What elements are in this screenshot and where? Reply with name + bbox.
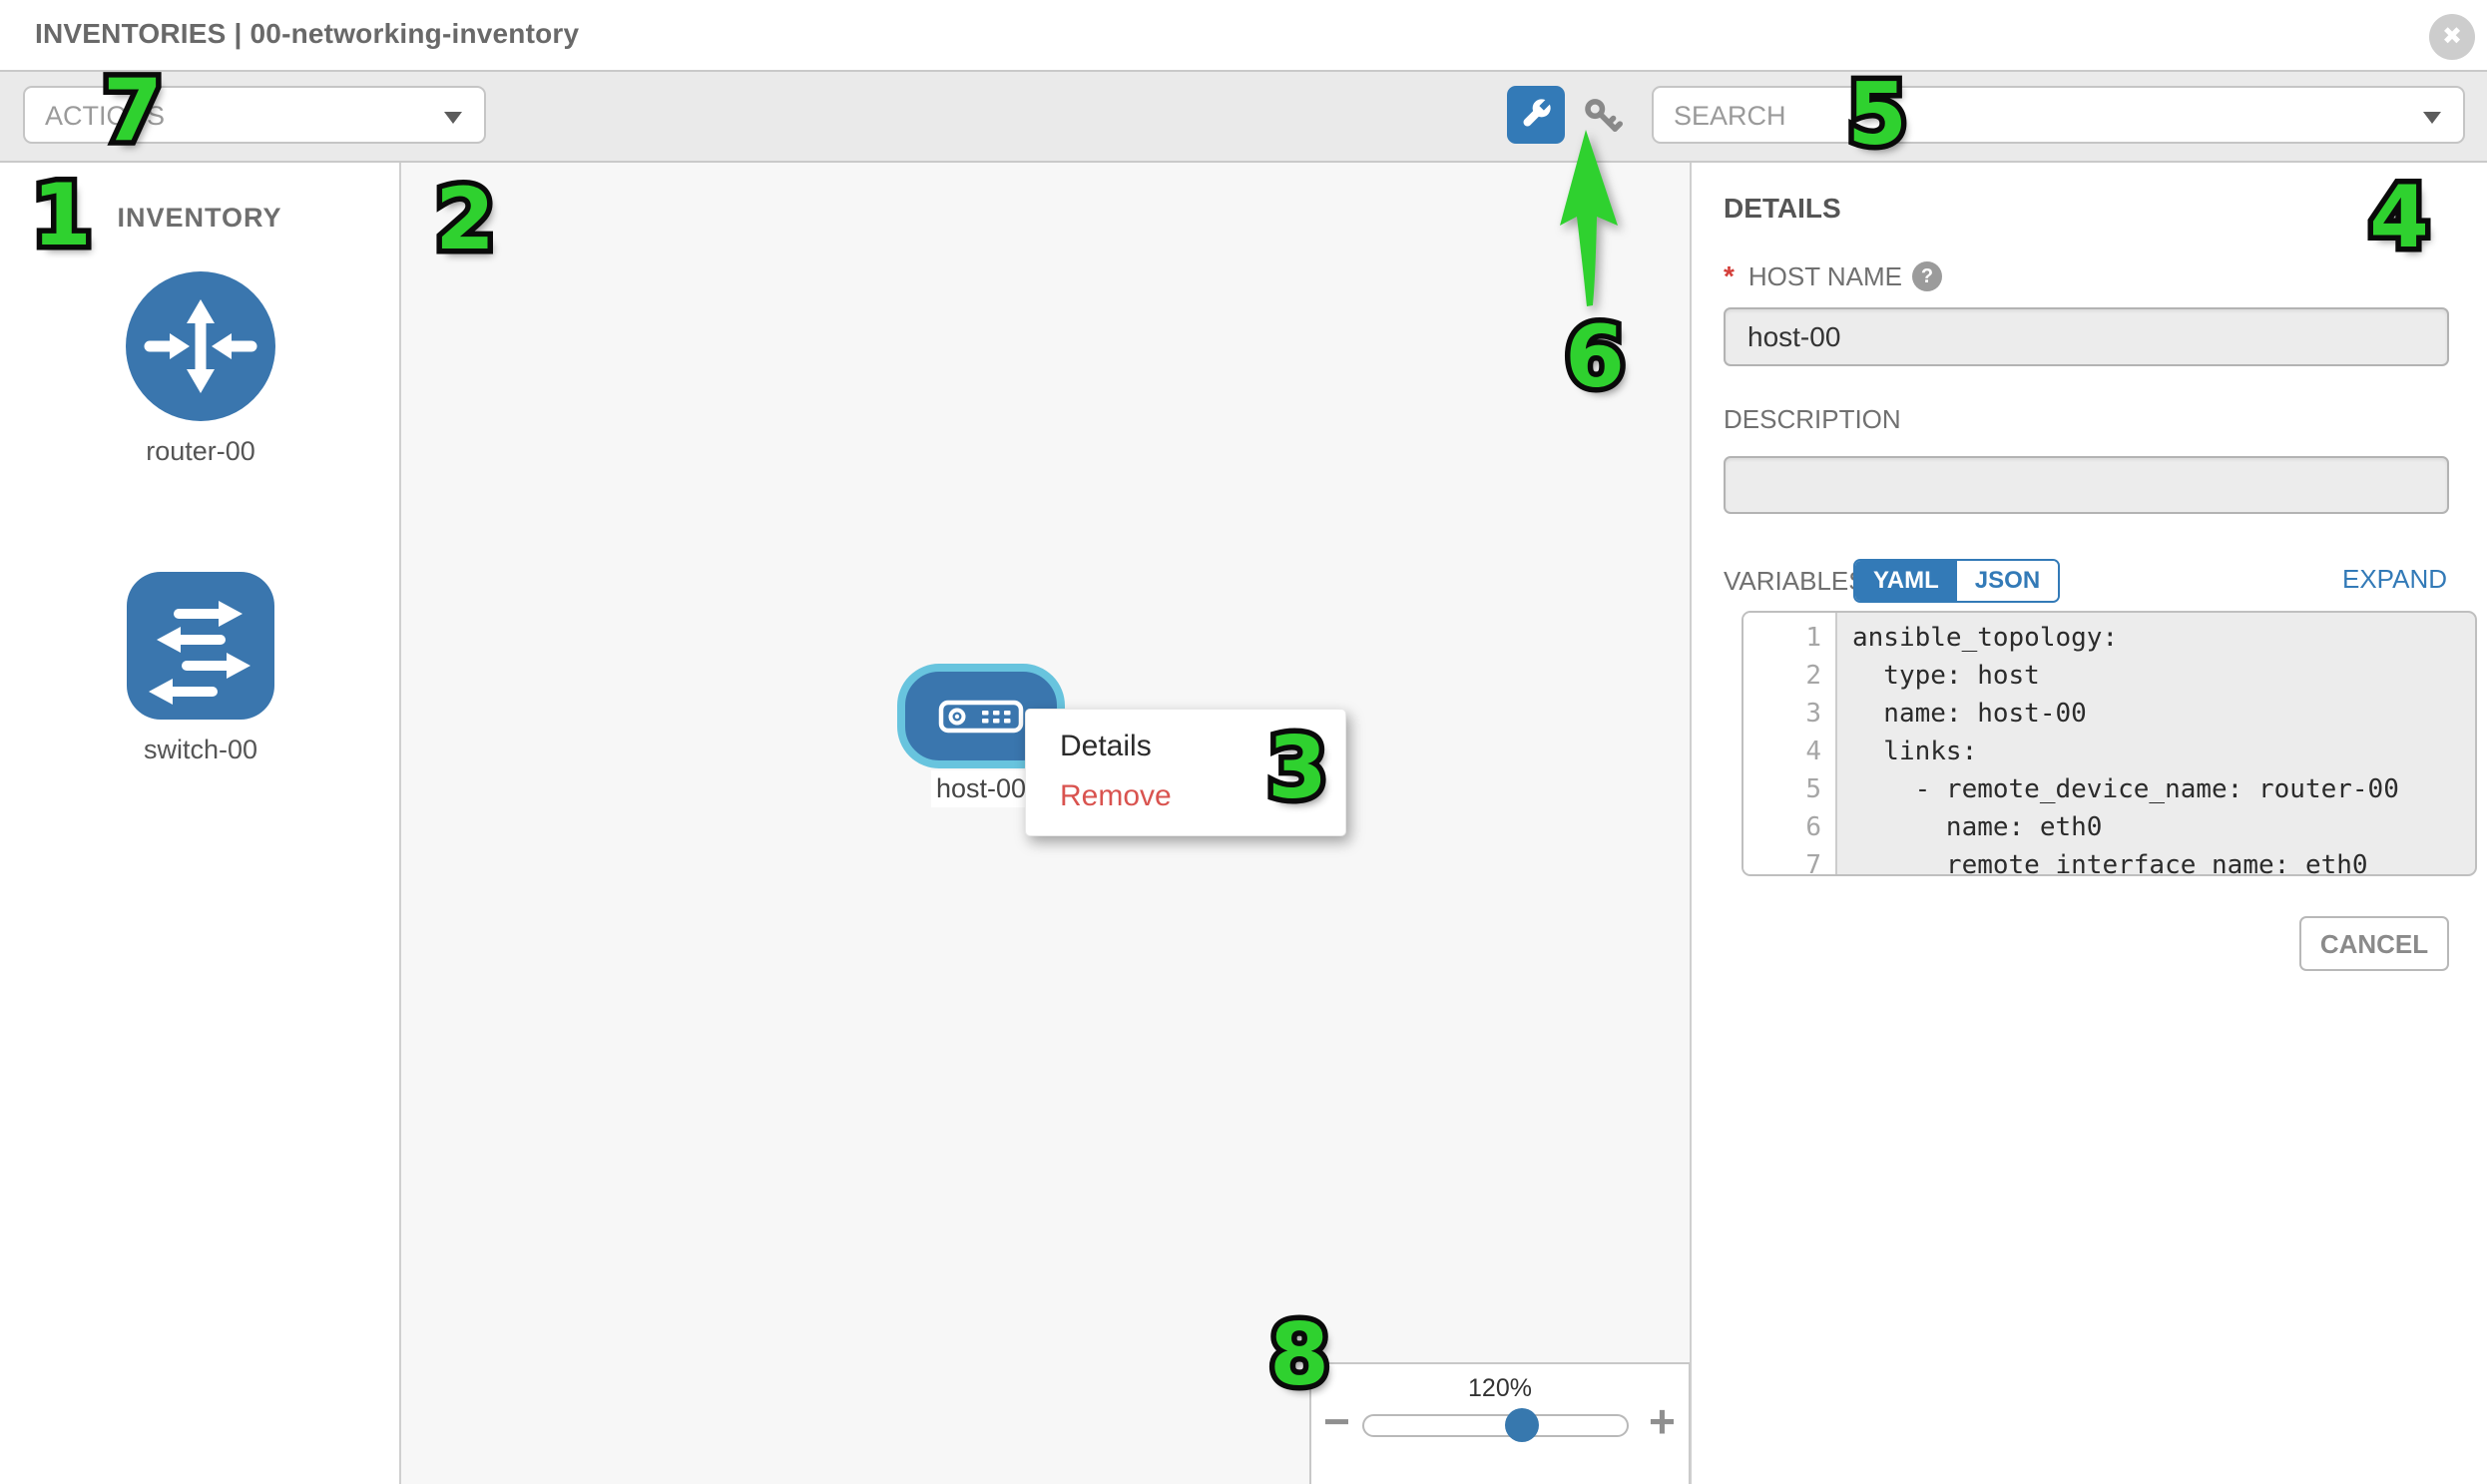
- topology-canvas[interactable]: host-00 Details Remove 120% − +: [401, 163, 1691, 1484]
- close-icon[interactable]: ✖: [2429, 14, 2475, 60]
- code-editor-gutter: [1743, 613, 1837, 874]
- chevron-down-icon: [444, 112, 462, 124]
- zoom-in-button[interactable]: +: [1649, 1395, 1676, 1447]
- wrench-icon: [1523, 99, 1551, 127]
- code-text: - remote_device_name: router-00: [1852, 774, 2399, 804]
- code-line-3: 3 name: host-00: [1743, 695, 2475, 733]
- sidebar-device-router-00[interactable]: router-00: [0, 271, 401, 467]
- context-menu-item-details[interactable]: Details: [1060, 730, 1152, 762]
- inventory-sidebar: INVENTORY router-00 switch-00: [0, 163, 401, 1484]
- line-number: 7: [1805, 850, 1821, 876]
- chevron-down-icon: [2423, 112, 2441, 124]
- required-marker: *: [1724, 260, 1735, 291]
- variables-code-editor[interactable]: 1 ansible_topology: 2 type: host 3 name: ho…: [1741, 611, 2477, 876]
- help-icon[interactable]: ?: [1912, 261, 1943, 291]
- zoom-control: 120% − +: [1309, 1362, 1691, 1484]
- device-label: switch-00: [143, 735, 258, 764]
- description-label-row: DESCRIPTION: [1724, 404, 1901, 435]
- line-number: 6: [1805, 812, 1821, 842]
- page-title-separator: |: [234, 18, 243, 49]
- zoom-out-button[interactable]: −: [1323, 1395, 1350, 1447]
- sidebar-device-switch-00[interactable]: switch-00: [0, 572, 401, 765]
- line-number: 4: [1805, 737, 1821, 766]
- details-panel: DETAILS * HOST NAME ? DESCRIPTION VARIAB…: [1690, 163, 2487, 1484]
- variables-label: VARIABLES: [1724, 566, 1866, 596]
- code-line-7: 7 remote_interface_name: eth0: [1743, 846, 2475, 876]
- page-header: INVENTORIES | 00-networking-inventory ✖: [0, 0, 2487, 70]
- code-text: name: host-00: [1852, 699, 2087, 729]
- details-panel-title: DETAILS: [1724, 193, 1841, 224]
- cancel-button[interactable]: CANCEL: [2299, 916, 2449, 971]
- host-name-label: HOST NAME: [1747, 260, 1903, 291]
- switch-icon: [127, 572, 274, 724]
- actions-dropdown[interactable]: ACTIONS: [23, 86, 486, 144]
- page-title-section: INVENTORIES: [35, 18, 227, 49]
- code-text: links:: [1852, 737, 1978, 766]
- code-text: ansible_topology:: [1852, 623, 2119, 653]
- key-icon[interactable]: [1583, 98, 1623, 138]
- line-number: 1: [1805, 623, 1821, 653]
- code-text: type: host: [1852, 661, 2040, 691]
- code-line-6: 6 name: eth0: [1743, 808, 2475, 846]
- search-dropdown-label: SEARCH: [1674, 101, 1786, 131]
- line-number: 5: [1805, 774, 1821, 804]
- variables-format-toggle: YAML JSON: [1853, 559, 2061, 603]
- page-title: INVENTORIES | 00-networking-inventory: [35, 18, 579, 50]
- page-title-name: 00-networking-inventory: [249, 18, 580, 49]
- code-line-1: 1 ansible_topology:: [1743, 619, 2475, 657]
- router-icon: [126, 271, 275, 425]
- expand-link[interactable]: EXPAND: [2342, 564, 2447, 594]
- description-input[interactable]: [1724, 456, 2449, 514]
- context-menu-item-remove[interactable]: Remove: [1060, 779, 1172, 812]
- code-line-4: 4 links:: [1743, 733, 2475, 770]
- sidebar-title: INVENTORY: [117, 203, 282, 233]
- server-icon: [938, 700, 1024, 733]
- toolbar: ACTIONS SEARCH: [0, 70, 2487, 163]
- code-line-5: 5 - remote_device_name: router-00: [1743, 770, 2475, 808]
- code-text: remote_interface_name: eth0: [1852, 850, 2368, 876]
- host-name-label-row: * HOST NAME ?: [1724, 260, 1943, 292]
- zoom-slider-track[interactable]: [1362, 1414, 1629, 1437]
- code-text: name: eth0: [1852, 812, 2103, 842]
- tools-button[interactable]: [1507, 86, 1565, 144]
- host-node-label: host-00: [931, 770, 1031, 807]
- line-number: 3: [1805, 699, 1821, 729]
- description-label: DESCRIPTION: [1724, 404, 1901, 434]
- host-name-input[interactable]: [1724, 307, 2449, 366]
- context-menu: Details Remove: [1025, 709, 1346, 836]
- tab-yaml[interactable]: YAML: [1855, 561, 1957, 601]
- search-dropdown[interactable]: SEARCH: [1652, 86, 2465, 144]
- zoom-slider-handle[interactable]: [1505, 1408, 1539, 1442]
- device-label: router-00: [146, 436, 255, 466]
- tab-json[interactable]: JSON: [1956, 561, 2059, 601]
- code-line-2: 2 type: host: [1743, 657, 2475, 695]
- line-number: 2: [1805, 661, 1821, 691]
- zoom-level-value: 120%: [1468, 1374, 1532, 1402]
- actions-dropdown-label: ACTIONS: [45, 101, 166, 131]
